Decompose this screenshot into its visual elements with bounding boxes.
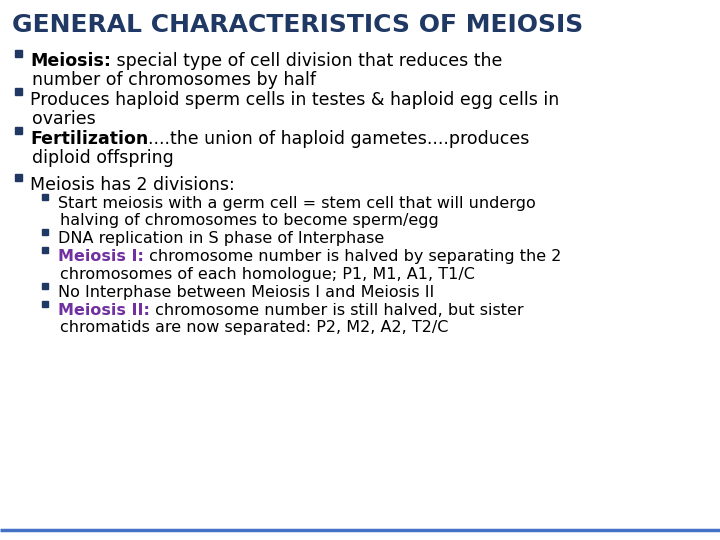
Text: chromatids are now separated: P2, M2, A2, T2/C: chromatids are now separated: P2, M2, A2… — [60, 320, 449, 335]
Bar — [42, 247, 48, 253]
Text: ovaries: ovaries — [32, 110, 96, 128]
Text: special type of cell division that reduces the: special type of cell division that reduc… — [111, 52, 503, 70]
Text: Meiosis I:: Meiosis I: — [58, 249, 144, 264]
Text: ....the union of haploid gametes....produces: ....the union of haploid gametes....prod… — [148, 130, 530, 147]
Text: number of chromosomes by half: number of chromosomes by half — [32, 71, 316, 90]
Text: DNA replication in S phase of Interphase: DNA replication in S phase of Interphase — [58, 231, 384, 246]
Bar — [42, 230, 48, 235]
Bar — [15, 88, 22, 95]
Bar — [42, 194, 48, 200]
Text: Start meiosis with a germ cell = stem cell that will undergo: Start meiosis with a germ cell = stem ce… — [58, 195, 536, 211]
Text: chromosomes of each homologue; P1, M1, A1, T1/C: chromosomes of each homologue; P1, M1, A… — [60, 267, 475, 282]
Text: Produces haploid sperm cells in testes & haploid egg cells in: Produces haploid sperm cells in testes &… — [30, 91, 559, 109]
Text: Fertilization: Fertilization — [30, 130, 148, 147]
Bar — [42, 301, 48, 307]
Text: No Interphase between Meiosis I and Meiosis II: No Interphase between Meiosis I and Meio… — [58, 285, 434, 300]
Text: chromosome number is halved by separating the 2: chromosome number is halved by separatin… — [144, 249, 562, 264]
Text: diploid offspring: diploid offspring — [32, 149, 174, 167]
Text: Meiosis:: Meiosis: — [30, 52, 111, 70]
Bar — [15, 50, 22, 57]
Bar — [15, 127, 22, 134]
Text: Meiosis II:: Meiosis II: — [58, 302, 150, 318]
Bar — [15, 174, 22, 181]
Text: chromosome number is still halved, but sister: chromosome number is still halved, but s… — [150, 302, 523, 318]
Text: GENERAL CHARACTERISTICS OF MEIOSIS: GENERAL CHARACTERISTICS OF MEIOSIS — [12, 13, 583, 37]
Text: halving of chromosomes to become sperm/egg: halving of chromosomes to become sperm/e… — [60, 213, 438, 228]
Text: Meiosis has 2 divisions:: Meiosis has 2 divisions: — [30, 176, 235, 194]
Bar — [42, 283, 48, 289]
